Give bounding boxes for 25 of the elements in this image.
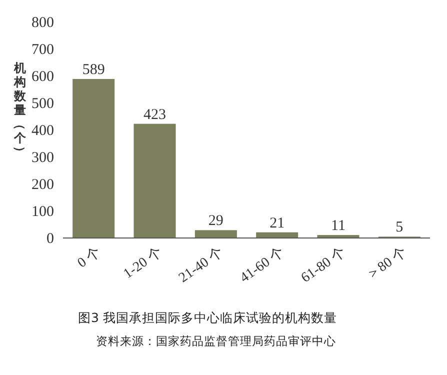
y-tick-label: 700 — [32, 42, 54, 58]
x-tick-label: 41-60 个 — [237, 244, 288, 286]
y-tick-label: 800 — [32, 15, 54, 31]
data-label: 11 — [331, 218, 346, 234]
x-tick-label: 0 个 — [74, 244, 104, 272]
data-label: 5 — [396, 220, 404, 236]
bar — [194, 230, 237, 238]
data-label: 21 — [270, 215, 285, 232]
y-tick-label: 100 — [32, 204, 54, 220]
bar — [134, 124, 176, 238]
y-tick-label: 0 — [46, 231, 54, 247]
y-tick-label: 500 — [32, 96, 54, 112]
x-tick-label: 1-20 个 — [120, 244, 166, 282]
y-tick-label: 300 — [32, 150, 54, 166]
y-axis-title: 机构数量（个） — [13, 61, 27, 158]
x-tick-label: ＞80 个 — [363, 244, 410, 284]
y-tick-label: 400 — [32, 123, 54, 139]
bar — [72, 78, 115, 238]
text: 图3 我国承担国际多中心临床试验的机构数量 — [78, 310, 337, 325]
y-tick-label: 600 — [32, 69, 54, 85]
data-label: 589 — [82, 62, 105, 78]
data-label: 423 — [144, 106, 166, 123]
data-label: 29 — [208, 213, 224, 230]
y-tick-label: 200 — [32, 177, 54, 193]
text: 资料来源：国家药品监督管理局药品审评中心 — [96, 334, 336, 348]
